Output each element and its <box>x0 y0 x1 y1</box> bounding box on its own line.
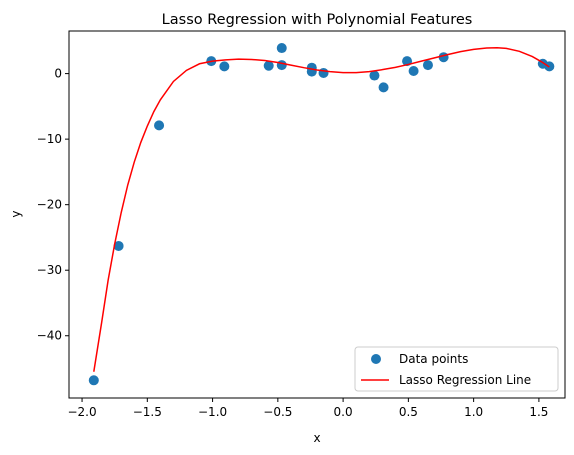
data-point-10 <box>318 67 329 78</box>
data-point-15 <box>422 60 433 71</box>
x-tick-label-3: −0.5 <box>263 405 292 419</box>
data-point-4 <box>219 61 230 72</box>
data-point-6 <box>276 60 287 71</box>
data-point-2 <box>154 120 165 131</box>
data-point-12 <box>378 82 389 93</box>
data-point-5 <box>263 60 274 71</box>
x-tick-label-2: −1.0 <box>198 405 227 419</box>
legend-label-data-points: Data points <box>399 352 468 366</box>
regression-line <box>93 46 550 372</box>
y-tick-label-4: −40 <box>37 329 62 343</box>
y-axis-label: y <box>9 210 23 217</box>
x-tick-label-0: −2.0 <box>67 405 96 419</box>
y-tick-label-3: −30 <box>37 263 62 277</box>
legend: Data points Lasso Regression Line <box>354 346 559 392</box>
x-axis-ticks: −2.0 −1.5 −1.0 −0.5 0.0 0.5 1.0 1.5 <box>67 398 548 419</box>
x-tick-label-7: 1.5 <box>529 405 548 419</box>
y-tick-label-2: −20 <box>37 198 62 212</box>
y-tick-label-0: 0 <box>54 67 62 81</box>
plot-frame <box>68 30 566 399</box>
plot-content <box>88 43 555 386</box>
x-tick-label-1: −1.5 <box>133 405 162 419</box>
x-tick-label-6: 1.0 <box>464 405 483 419</box>
x-tick-label-4: 0.0 <box>334 405 353 419</box>
legend-label-regression-line: Lasso Regression Line <box>399 373 531 387</box>
data-point-1 <box>113 240 124 251</box>
legend-box <box>354 346 559 392</box>
data-point-14 <box>408 65 419 76</box>
y-axis-ticks: 0 −10 −20 −30 −40 <box>37 67 69 343</box>
y-tick-label-1: −10 <box>37 132 62 146</box>
data-point-7 <box>276 43 287 54</box>
legend-scatter-marker <box>371 354 381 364</box>
x-axis-label: x <box>313 431 320 445</box>
data-point-11 <box>369 70 380 81</box>
x-tick-label-5: 0.5 <box>399 405 418 419</box>
data-point-0 <box>88 375 99 386</box>
chart-title: Lasso Regression with Polynomial Feature… <box>162 12 473 28</box>
